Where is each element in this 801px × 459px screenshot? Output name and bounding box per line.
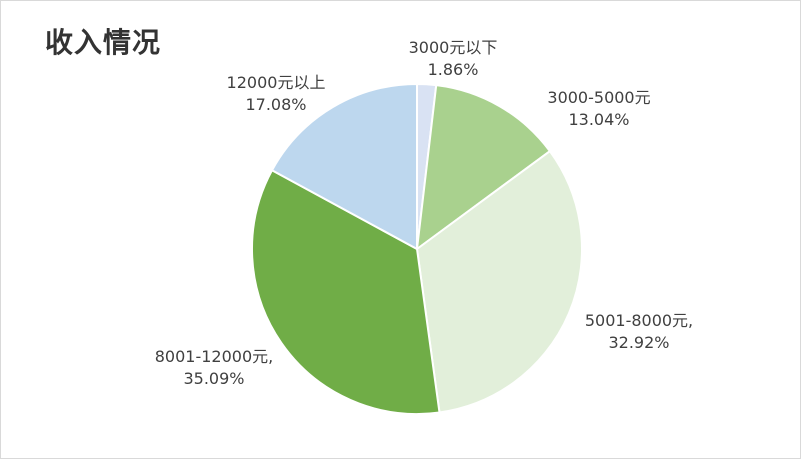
slice-category-label: 5001-8000元, [585,311,693,330]
pie-slice [270,82,418,251]
pie-labels: 3000元以下 1.86% 3000-5000元 13.04% 5001-8000元, 3… [155,38,693,388]
slice-value-label: 32.92% [608,333,669,352]
slice-category-label: 8001-12000元, [155,347,273,366]
pie-slice [415,149,583,414]
slice-value-label: 17.08% [245,95,306,114]
slice-value-label: 13.04% [568,110,629,129]
chart-title: 收入情况 [45,26,162,59]
slice-category-label: 3000元以下 [409,38,498,57]
slice-category-label: 12000元以上 [227,73,326,92]
pie-slices [251,82,583,415]
slice-category-label: 3000-5000元 [547,88,650,107]
pie-slice [251,168,441,415]
slice-value-label: 1.86% [428,60,479,79]
slice-value-label: 35.09% [183,369,244,388]
pie-slice [415,84,552,252]
